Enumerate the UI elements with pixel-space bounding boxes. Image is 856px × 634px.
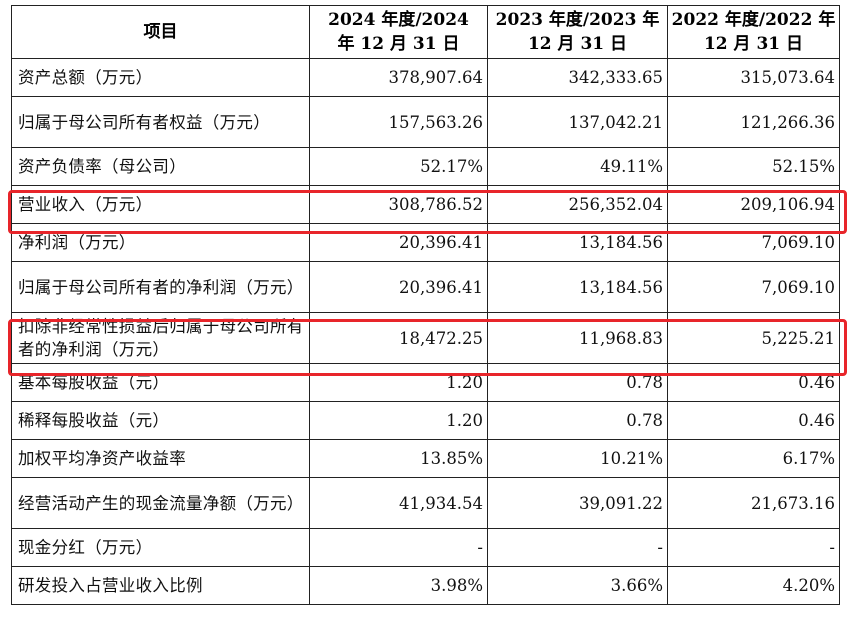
cell-2023: - [487, 528, 668, 567]
cell-2024: 3.98% [309, 566, 488, 605]
header-2022-line2: 12 月 31 日 [703, 34, 804, 54]
row-label: 现金分红（万元） [11, 528, 310, 567]
row-label: 加权平均净资产收益率 [11, 439, 310, 478]
row-label: 营业收入（万元） [11, 185, 310, 224]
table-row-highlighted: 扣除非经常性损益后归属于母公司所有者的净利润（万元） 18,472.25 11,… [11, 312, 840, 364]
table-row-highlighted: 营业收入（万元） 308,786.52 256,352.04 209,106.9… [11, 185, 840, 224]
cell-2024: 1.20 [309, 363, 488, 402]
cell-2022: 6.17% [667, 439, 840, 478]
header-2023-line1: 2023 年度/2023 年 [495, 10, 660, 30]
cell-2022: 0.46 [667, 401, 840, 440]
row-label: 经营活动产生的现金流量净额（万元） [11, 477, 310, 529]
cell-2022: 5,225.21 [667, 312, 840, 364]
cell-2024: 20,396.41 [309, 223, 488, 262]
header-2022: 2022 年度/2022 年 12 月 31 日 [667, 5, 840, 59]
table-row: 研发投入占营业收入比例 3.98% 3.66% 4.20% [11, 566, 840, 605]
cell-2022: 121,266.36 [667, 96, 840, 148]
financial-table: 项目 2024 年度/2024 年 12 月 31 日 2023 年度/2023… [11, 5, 840, 605]
cell-2024: 13.85% [309, 439, 488, 478]
cell-2023: 10.21% [487, 439, 668, 478]
cell-2023: 49.11% [487, 147, 668, 186]
row-label: 基本每股收益（元） [11, 363, 310, 402]
cell-2023: 0.78 [487, 401, 668, 440]
cell-2023: 342,333.65 [487, 58, 668, 97]
cell-2023: 13,184.56 [487, 223, 668, 262]
cell-2022: 21,673.16 [667, 477, 840, 529]
table-row: 资产总额（万元） 378,907.64 342,333.65 315,073.6… [11, 58, 840, 97]
header-2022-line1: 2022 年度/2022 年 [671, 10, 836, 30]
cell-2022: 52.15% [667, 147, 840, 186]
table-row: 归属于母公司所有者的净利润（万元） 20,396.41 13,184.56 7,… [11, 261, 840, 313]
cell-2022: 315,073.64 [667, 58, 840, 97]
cell-2024: - [309, 528, 488, 567]
table-row: 净利润（万元） 20,396.41 13,184.56 7,069.10 [11, 223, 840, 262]
table-row: 稀释每股收益（元） 1.20 0.78 0.46 [11, 401, 840, 440]
cell-2023: 39,091.22 [487, 477, 668, 529]
table-row: 加权平均净资产收益率 13.85% 10.21% 6.17% [11, 439, 840, 478]
row-label: 资产总额（万元） [11, 58, 310, 97]
row-label: 归属于母公司所有者权益（万元） [11, 96, 310, 148]
row-label: 扣除非经常性损益后归属于母公司所有者的净利润（万元） [11, 312, 310, 364]
row-label: 归属于母公司所有者的净利润（万元） [11, 261, 310, 313]
row-label: 资产负债率（母公司） [11, 147, 310, 186]
cell-2023: 3.66% [487, 566, 668, 605]
table-row: 资产负债率（母公司） 52.17% 49.11% 52.15% [11, 147, 840, 186]
cell-2024: 308,786.52 [309, 185, 488, 224]
cell-2023: 256,352.04 [487, 185, 668, 224]
header-2024: 2024 年度/2024 年 12 月 31 日 [309, 5, 488, 59]
cell-2024: 378,907.64 [309, 58, 488, 97]
cell-2022: 7,069.10 [667, 261, 840, 313]
cell-2022: 4.20% [667, 566, 840, 605]
table-row: 归属于母公司所有者权益（万元） 157,563.26 137,042.21 12… [11, 96, 840, 148]
cell-2024: 1.20 [309, 401, 488, 440]
cell-2023: 137,042.21 [487, 96, 668, 148]
header-2024-line2: 年 12 月 31 日 [337, 34, 460, 54]
cell-2023: 11,968.83 [487, 312, 668, 364]
header-2024-line1: 2024 年度/2024 [328, 10, 469, 30]
cell-2023: 0.78 [487, 363, 668, 402]
cell-2022: - [667, 528, 840, 567]
table-row: 基本每股收益（元） 1.20 0.78 0.46 [11, 363, 840, 402]
cell-2024: 157,563.26 [309, 96, 488, 148]
row-label: 净利润（万元） [11, 223, 310, 262]
table-row: 现金分红（万元） - - - [11, 528, 840, 567]
cell-2023: 13,184.56 [487, 261, 668, 313]
row-label: 研发投入占营业收入比例 [11, 566, 310, 605]
cell-2022: 209,106.94 [667, 185, 840, 224]
header-row: 项目 2024 年度/2024 年 12 月 31 日 2023 年度/2023… [11, 5, 840, 59]
row-label: 稀释每股收益（元） [11, 401, 310, 440]
header-item: 项目 [11, 5, 310, 59]
cell-2024: 20,396.41 [309, 261, 488, 313]
cell-2024: 52.17% [309, 147, 488, 186]
header-2023-line2: 12 月 31 日 [527, 34, 628, 54]
table-row: 经营活动产生的现金流量净额（万元） 41,934.54 39,091.22 21… [11, 477, 840, 529]
cell-2022: 0.46 [667, 363, 840, 402]
cell-2024: 41,934.54 [309, 477, 488, 529]
cell-2022: 7,069.10 [667, 223, 840, 262]
cell-2024: 18,472.25 [309, 312, 488, 364]
header-2023: 2023 年度/2023 年 12 月 31 日 [487, 5, 668, 59]
